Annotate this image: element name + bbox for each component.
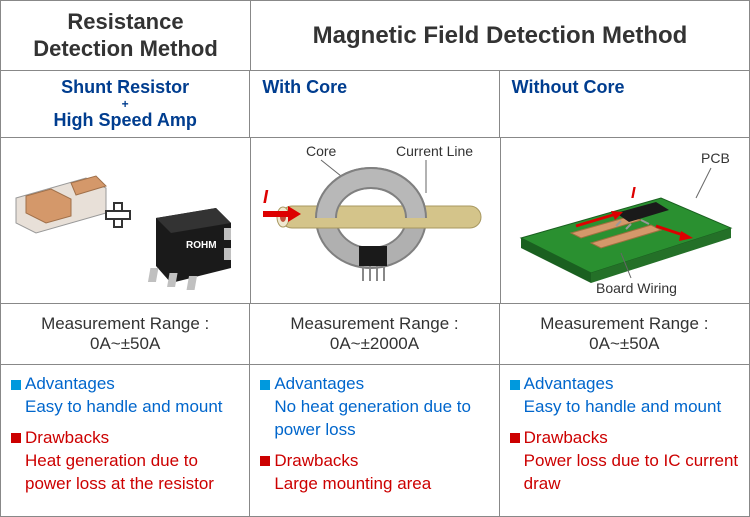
svg-text:I: I <box>631 185 636 202</box>
bullet-blue-icon <box>260 380 270 390</box>
col1-advdrw: Advantages Easy to handle and mount Draw… <box>1 365 250 516</box>
sensor-chip <box>359 246 387 281</box>
plus-icon: + <box>7 98 243 110</box>
pcb-label: PCB <box>701 150 730 166</box>
subheader-row: Shunt Resistor + High Speed Amp With Cor… <box>1 71 749 138</box>
boardwiring-label: Board Wiring <box>596 280 677 296</box>
bullet-red-icon <box>510 433 520 443</box>
adv-title-1: Advantages <box>11 373 239 396</box>
adv-text-3: Easy to handle and mount <box>510 396 739 419</box>
bullet-blue-icon <box>510 380 520 390</box>
diagram-shunt: ROHM <box>1 138 251 303</box>
adv-title-3: Advantages <box>510 373 739 396</box>
header-text: Resistance Detection Method <box>33 9 218 62</box>
adv-text-2: No heat generation due to power loss <box>260 396 488 442</box>
range-3: Measurement Range :0A~±50A <box>500 304 749 364</box>
col3-advdrw: Advantages Easy to handle and mount Draw… <box>500 365 749 516</box>
drw-text-1: Heat generation due to power loss at the… <box>11 450 239 496</box>
comparison-table: Resistance Detection Method Magnetic Fie… <box>0 0 750 517</box>
sub-withcore: With Core <box>250 71 499 137</box>
drw-text-2: Large mounting area <box>260 473 488 496</box>
range-1: Measurement Range :0A~±50A <box>1 304 250 364</box>
core-label: Core <box>306 143 337 159</box>
withcore-diagram: Core Current Line I <box>251 138 501 303</box>
bullet-red-icon <box>260 456 270 466</box>
sub-nocore: Without Core <box>500 71 749 137</box>
advantages-row: Advantages Easy to handle and mount Draw… <box>1 365 749 516</box>
nocore-diagram: PCB <box>501 138 750 303</box>
svg-text:I: I <box>263 187 269 207</box>
header-magnetic: Magnetic Field Detection Method <box>251 1 749 70</box>
drw-title-2: Drawbacks <box>260 450 488 473</box>
rohm-label: ROHM <box>186 240 217 251</box>
range-row: Measurement Range :0A~±50A Measurement R… <box>1 304 749 365</box>
adv-text-1: Easy to handle and mount <box>11 396 239 419</box>
drw-text-3: Power loss due to IC current draw <box>510 450 739 496</box>
drw-title-1: Drawbacks <box>11 427 239 450</box>
sub-shunt-bot: High Speed Amp <box>7 110 243 131</box>
sub-shunt: Shunt Resistor + High Speed Amp <box>1 71 250 137</box>
amp-chip: ROHM <box>148 208 231 290</box>
current-arrow: I <box>263 187 301 222</box>
bullet-red-icon <box>11 433 21 443</box>
currentline-label: Current Line <box>396 143 473 159</box>
header-resistance: Resistance Detection Method <box>1 1 251 70</box>
col2-advdrw: Advantages No heat generation due to pow… <box>250 365 499 516</box>
diagram-withcore: Core Current Line I <box>251 138 501 303</box>
drw-title-3: Drawbacks <box>510 427 739 450</box>
adv-title-2: Advantages <box>260 373 488 396</box>
header-row: Resistance Detection Method Magnetic Fie… <box>1 1 749 71</box>
plus-icon-graphic <box>106 203 130 227</box>
range-2: Measurement Range :0A~±2000A <box>250 304 499 364</box>
sub-shunt-top: Shunt Resistor <box>7 77 243 98</box>
diagram-nocore: PCB <box>501 138 750 303</box>
shunt-diagram: ROHM <box>1 138 251 303</box>
bullet-blue-icon <box>11 380 21 390</box>
diagram-row: ROHM Core Current Line <box>1 138 749 304</box>
